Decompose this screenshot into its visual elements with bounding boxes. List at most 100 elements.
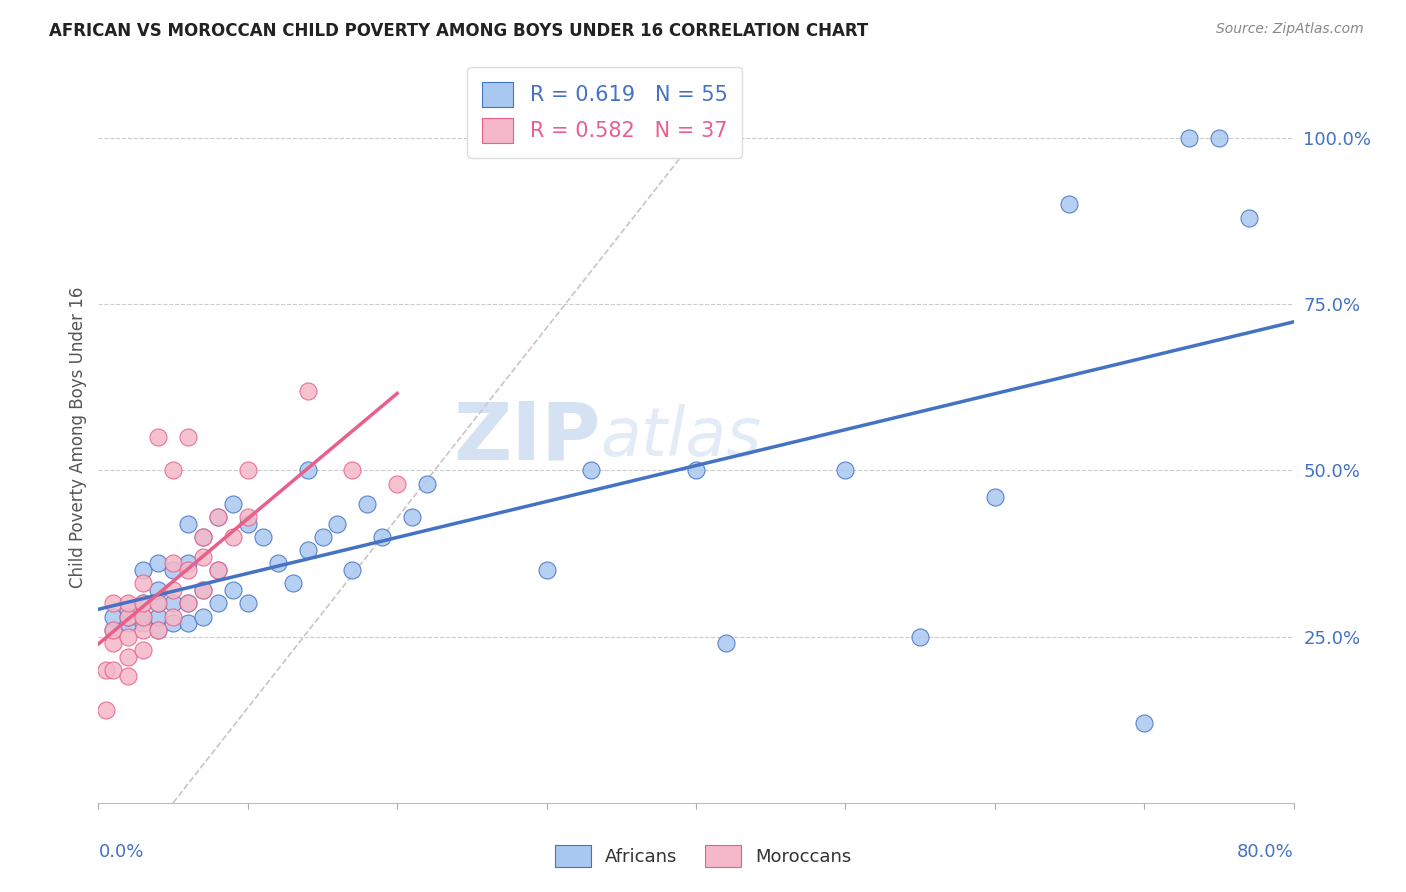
Text: atlas: atlas (600, 404, 762, 470)
Point (207, 509, 229, 524)
Point (148, 609, 170, 624)
Point (297, 543, 319, 558)
Point (236, 596, 259, 610)
Point (1059, 197, 1081, 211)
Point (177, 430, 200, 444)
Point (117, 609, 139, 624)
Point (281, 576, 304, 591)
Point (236, 516, 259, 531)
Point (148, 582, 170, 597)
Point (1237, 211, 1260, 225)
Point (252, 530, 274, 544)
Point (162, 596, 184, 610)
Point (117, 609, 139, 624)
Point (94, 703, 117, 717)
Point (148, 557, 170, 571)
Point (103, 623, 125, 637)
Point (117, 596, 139, 610)
Point (191, 549, 214, 564)
Point (177, 596, 200, 610)
Point (342, 563, 364, 577)
Point (162, 616, 184, 631)
Point (148, 430, 170, 444)
Point (297, 384, 319, 398)
Point (834, 463, 856, 477)
Point (191, 582, 214, 597)
Point (132, 609, 155, 624)
Legend: Africans, Moroccans: Africans, Moroccans (547, 838, 859, 874)
Point (132, 623, 155, 637)
Point (191, 609, 214, 624)
Point (132, 596, 155, 610)
Point (222, 530, 245, 544)
Point (401, 509, 423, 524)
Text: AFRICAN VS MOROCCAN CHILD POVERTY AMONG BOYS UNDER 16 CORRELATION CHART: AFRICAN VS MOROCCAN CHILD POVERTY AMONG … (49, 22, 869, 40)
Point (132, 576, 155, 591)
Point (207, 596, 229, 610)
Point (103, 663, 125, 677)
Point (207, 563, 229, 577)
Point (103, 609, 125, 624)
Point (326, 516, 349, 531)
Point (1133, 716, 1156, 731)
Text: 0.0%: 0.0% (98, 843, 143, 861)
Legend: R = 0.619   N = 55, R = 0.582   N = 37: R = 0.619 N = 55, R = 0.582 N = 37 (467, 67, 742, 158)
Point (222, 582, 245, 597)
Point (1178, 131, 1201, 145)
Point (177, 563, 200, 577)
Point (162, 463, 184, 477)
Point (132, 616, 155, 631)
Y-axis label: Child Poverty Among Boys Under 16: Child Poverty Among Boys Under 16 (69, 286, 87, 588)
Point (1208, 131, 1230, 145)
Point (536, 563, 558, 577)
Text: Source: ZipAtlas.com: Source: ZipAtlas.com (1216, 22, 1364, 37)
Point (311, 530, 333, 544)
Point (132, 563, 155, 577)
Point (132, 596, 155, 610)
Point (177, 516, 200, 531)
Point (356, 497, 378, 511)
Point (162, 582, 184, 597)
Point (581, 463, 603, 477)
Point (117, 616, 139, 631)
Point (191, 530, 214, 544)
Point (207, 563, 229, 577)
Point (117, 649, 139, 664)
Point (177, 616, 200, 631)
Point (984, 490, 1007, 504)
Point (177, 557, 200, 571)
Point (191, 582, 214, 597)
Point (685, 463, 707, 477)
Point (207, 509, 229, 524)
Point (132, 609, 155, 624)
Point (416, 476, 439, 491)
Point (148, 623, 170, 637)
Point (236, 463, 259, 477)
Point (908, 630, 931, 644)
Point (103, 636, 125, 650)
Point (385, 476, 409, 491)
Point (162, 557, 184, 571)
Point (117, 630, 139, 644)
Text: 80.0%: 80.0% (1237, 843, 1294, 861)
Point (297, 463, 319, 477)
Point (94, 663, 117, 677)
Point (222, 497, 245, 511)
Point (148, 623, 170, 637)
Point (177, 596, 200, 610)
Point (342, 463, 364, 477)
Point (191, 530, 214, 544)
Point (371, 530, 394, 544)
Point (103, 596, 125, 610)
Point (103, 623, 125, 637)
Point (148, 596, 170, 610)
Text: ZIP: ZIP (453, 398, 600, 476)
Point (117, 603, 139, 617)
Point (132, 643, 155, 657)
Point (714, 636, 737, 650)
Point (267, 557, 290, 571)
Point (236, 509, 259, 524)
Point (162, 563, 184, 577)
Point (117, 669, 139, 683)
Point (148, 596, 170, 610)
